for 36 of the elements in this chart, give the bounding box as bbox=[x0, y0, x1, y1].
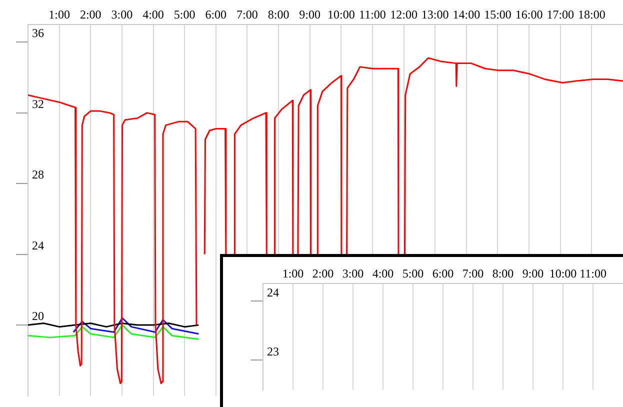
x-tick-label: 3:00 bbox=[342, 266, 364, 280]
x-tick-label: 13:00 bbox=[421, 7, 449, 22]
x-tick-label: 11:00 bbox=[359, 7, 386, 22]
x-tick-label: 6:00 bbox=[432, 266, 454, 280]
x-tick-label: 8:00 bbox=[492, 266, 514, 280]
x-tick-label: 15:00 bbox=[484, 7, 512, 22]
x-tick-label: 7:00 bbox=[462, 266, 484, 280]
x-tick-label: 17:00 bbox=[546, 7, 574, 22]
x-tick-label: 8:00 bbox=[268, 7, 290, 22]
x-tick-label: 18:00 bbox=[578, 7, 606, 22]
x-tick-label: 9:00 bbox=[299, 7, 321, 22]
y-tick-label: 32 bbox=[32, 96, 44, 111]
y-tick-label: 20 bbox=[32, 309, 44, 324]
x-tick-label: 5:00 bbox=[402, 266, 424, 280]
x-tick-label: 2:00 bbox=[312, 266, 334, 280]
x-tick-label: 1:00 bbox=[48, 7, 70, 22]
x-tick-label: 4:00 bbox=[142, 7, 164, 22]
x-tick-label: 16:00 bbox=[515, 7, 543, 22]
x-tick-label: 3:00 bbox=[111, 7, 133, 22]
x-tick-label: 10:00 bbox=[327, 7, 355, 22]
x-tick-label: 5:00 bbox=[174, 7, 196, 22]
y-tick-label: 24 bbox=[267, 285, 279, 300]
y-tick-label: 24 bbox=[32, 238, 44, 252]
x-tick-label: 2:00 bbox=[80, 7, 102, 22]
x-tick-label: 14:00 bbox=[452, 7, 480, 22]
x-tick-label: 10:00 bbox=[549, 266, 577, 280]
x-tick-label: 12:00 bbox=[390, 7, 418, 22]
x-tick-label: 11:00 bbox=[580, 266, 606, 280]
y-tick-label: 23 bbox=[267, 344, 279, 358]
x-tick-label: 6:00 bbox=[205, 7, 227, 22]
x-tick-label: 9:00 bbox=[522, 266, 544, 280]
x-tick-label: 7:00 bbox=[236, 7, 258, 22]
y-tick-label: 28 bbox=[32, 168, 44, 182]
x-tick-label: 4:00 bbox=[372, 266, 394, 280]
y-tick-label: 36 bbox=[32, 26, 44, 40]
x-tick-label: 1:00 bbox=[282, 266, 304, 280]
